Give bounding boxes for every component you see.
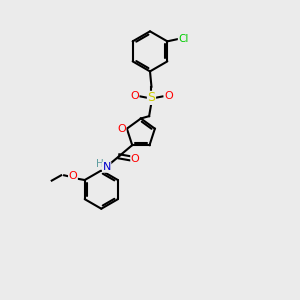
Text: O: O [117,124,126,134]
Text: N: N [102,162,111,172]
Text: S: S [148,92,155,104]
Text: O: O [69,171,77,181]
Text: O: O [131,154,140,164]
Text: H: H [96,159,104,169]
Text: O: O [130,92,139,101]
Text: O: O [164,92,173,101]
Text: Cl: Cl [178,34,189,44]
